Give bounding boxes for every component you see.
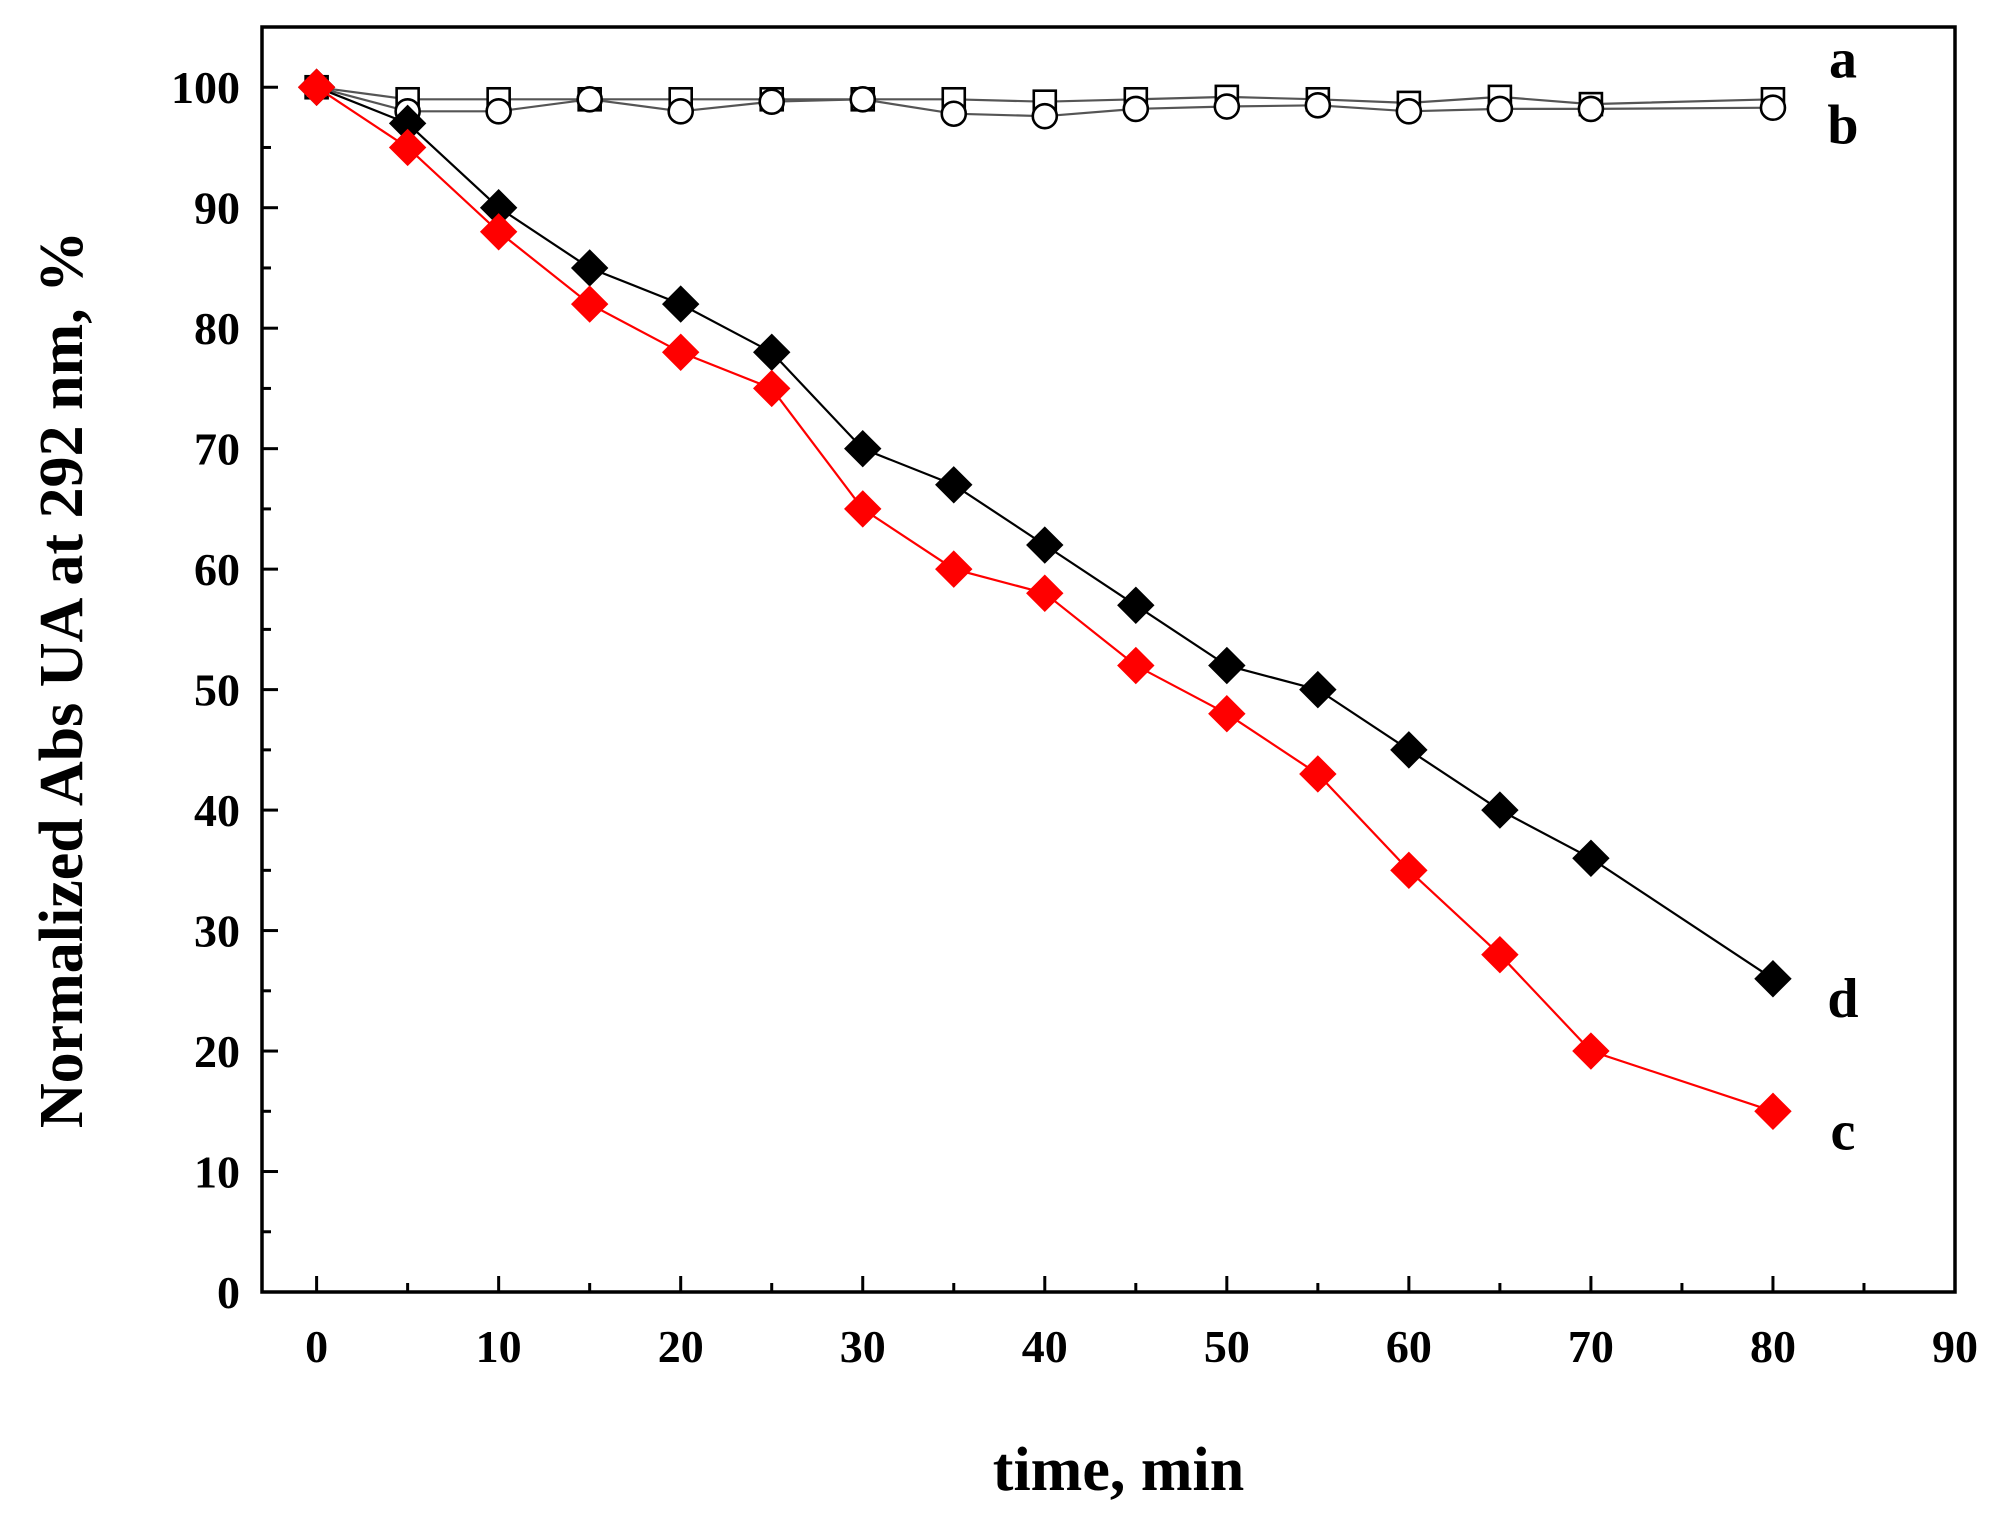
y-axis-title: Normalized Abs UA at 292 nm, % [28,231,96,1128]
series-c-point [297,68,336,106]
series-b-point [1304,92,1332,119]
series-b-point [849,85,877,113]
y-tick-label: 50 [194,665,240,716]
series-label-c: c [1831,1100,1856,1162]
x-tick-label: 70 [1568,1321,1614,1372]
series-c-point [388,128,427,167]
x-tick-label: 50 [1204,1321,1250,1372]
series-b-point [940,100,968,128]
y-tick-label: 60 [194,544,240,595]
y-tick-label: 20 [194,1026,240,1077]
x-tick-label: 60 [1386,1321,1432,1372]
series-c-point [1481,935,1519,974]
y-tick-label: 80 [194,303,240,354]
series-c-point [1754,1092,1792,1130]
series-label-a: a [1829,28,1857,90]
series-c-point [1117,646,1155,685]
series-d-point [844,429,882,468]
ticks: 0 10 20 30 40 50 60 70 80 90 100 0 10 20 30 40 50 60 70 80 9… [171,62,1978,1372]
x-tick-label: 90 [1932,1321,1978,1372]
series-c-point [479,213,518,251]
series-d-point [1481,791,1519,829]
y-tick-label: 100 [171,62,240,113]
series-c-point [1572,1032,1610,1070]
series-a-line [316,86,1774,106]
series-c-point [935,550,973,588]
axes [260,25,1957,1294]
series-c-point [570,285,609,323]
series-b [303,73,1787,130]
labels: ab d c [1827,28,1858,1162]
y-tick-label: 70 [194,424,240,475]
x-tick-label: 80 [1750,1321,1796,1372]
y-tick-label: 90 [194,183,240,234]
y-tick-label: 0 [217,1267,240,1318]
series-b-point [667,98,694,125]
series-c-point [844,490,882,528]
series-b-point [1486,95,1514,123]
series-d-line [316,86,1774,980]
series-label-d: d [1827,968,1858,1030]
series-b-point [1395,98,1423,125]
series-d-point [661,285,700,323]
series [297,68,1792,1130]
series-b-point [1213,93,1241,120]
x-tick-label: 0 [305,1321,328,1372]
series-d [297,68,1792,998]
series-c [297,68,1792,1130]
series-b-point [485,98,512,125]
plot-frame [260,25,1957,1294]
x-axis-title: time, min [993,1436,1244,1504]
series-label-b: b [1827,95,1858,157]
series-c-point [1208,695,1246,733]
series-b-line [316,86,1774,118]
series-d-point [1299,670,1337,709]
series-d-point [1390,731,1428,769]
x-tick-label: 10 [476,1321,522,1372]
series-c-point [1299,755,1337,793]
series-d-point [1754,960,1792,998]
series-b-point [576,85,603,113]
x-tick-label: 30 [840,1321,886,1372]
series-d-point [1208,646,1246,685]
y-tick-label: 40 [194,785,240,836]
series-b-point [1031,102,1059,130]
series-d-point [1117,586,1155,624]
series-c-point [661,333,700,371]
series-d-point [1572,839,1610,877]
series-d-point [1026,526,1064,564]
series-b-point [1122,95,1150,123]
x-tick-label: 20 [658,1321,704,1372]
x-tick-label: 40 [1022,1321,1068,1372]
series-c-line [315,86,1774,1113]
series-d-point [935,466,973,504]
series-b-point [1759,94,1787,122]
series-b-point [758,88,786,115]
series-d-point [570,249,609,287]
y-tick-label: 10 [194,1147,240,1198]
series-c-point [1390,851,1428,890]
series-c-point [1026,574,1064,612]
series-b-point [1577,95,1605,123]
series-c-point [753,369,791,408]
y-tick-label: 30 [194,906,240,957]
